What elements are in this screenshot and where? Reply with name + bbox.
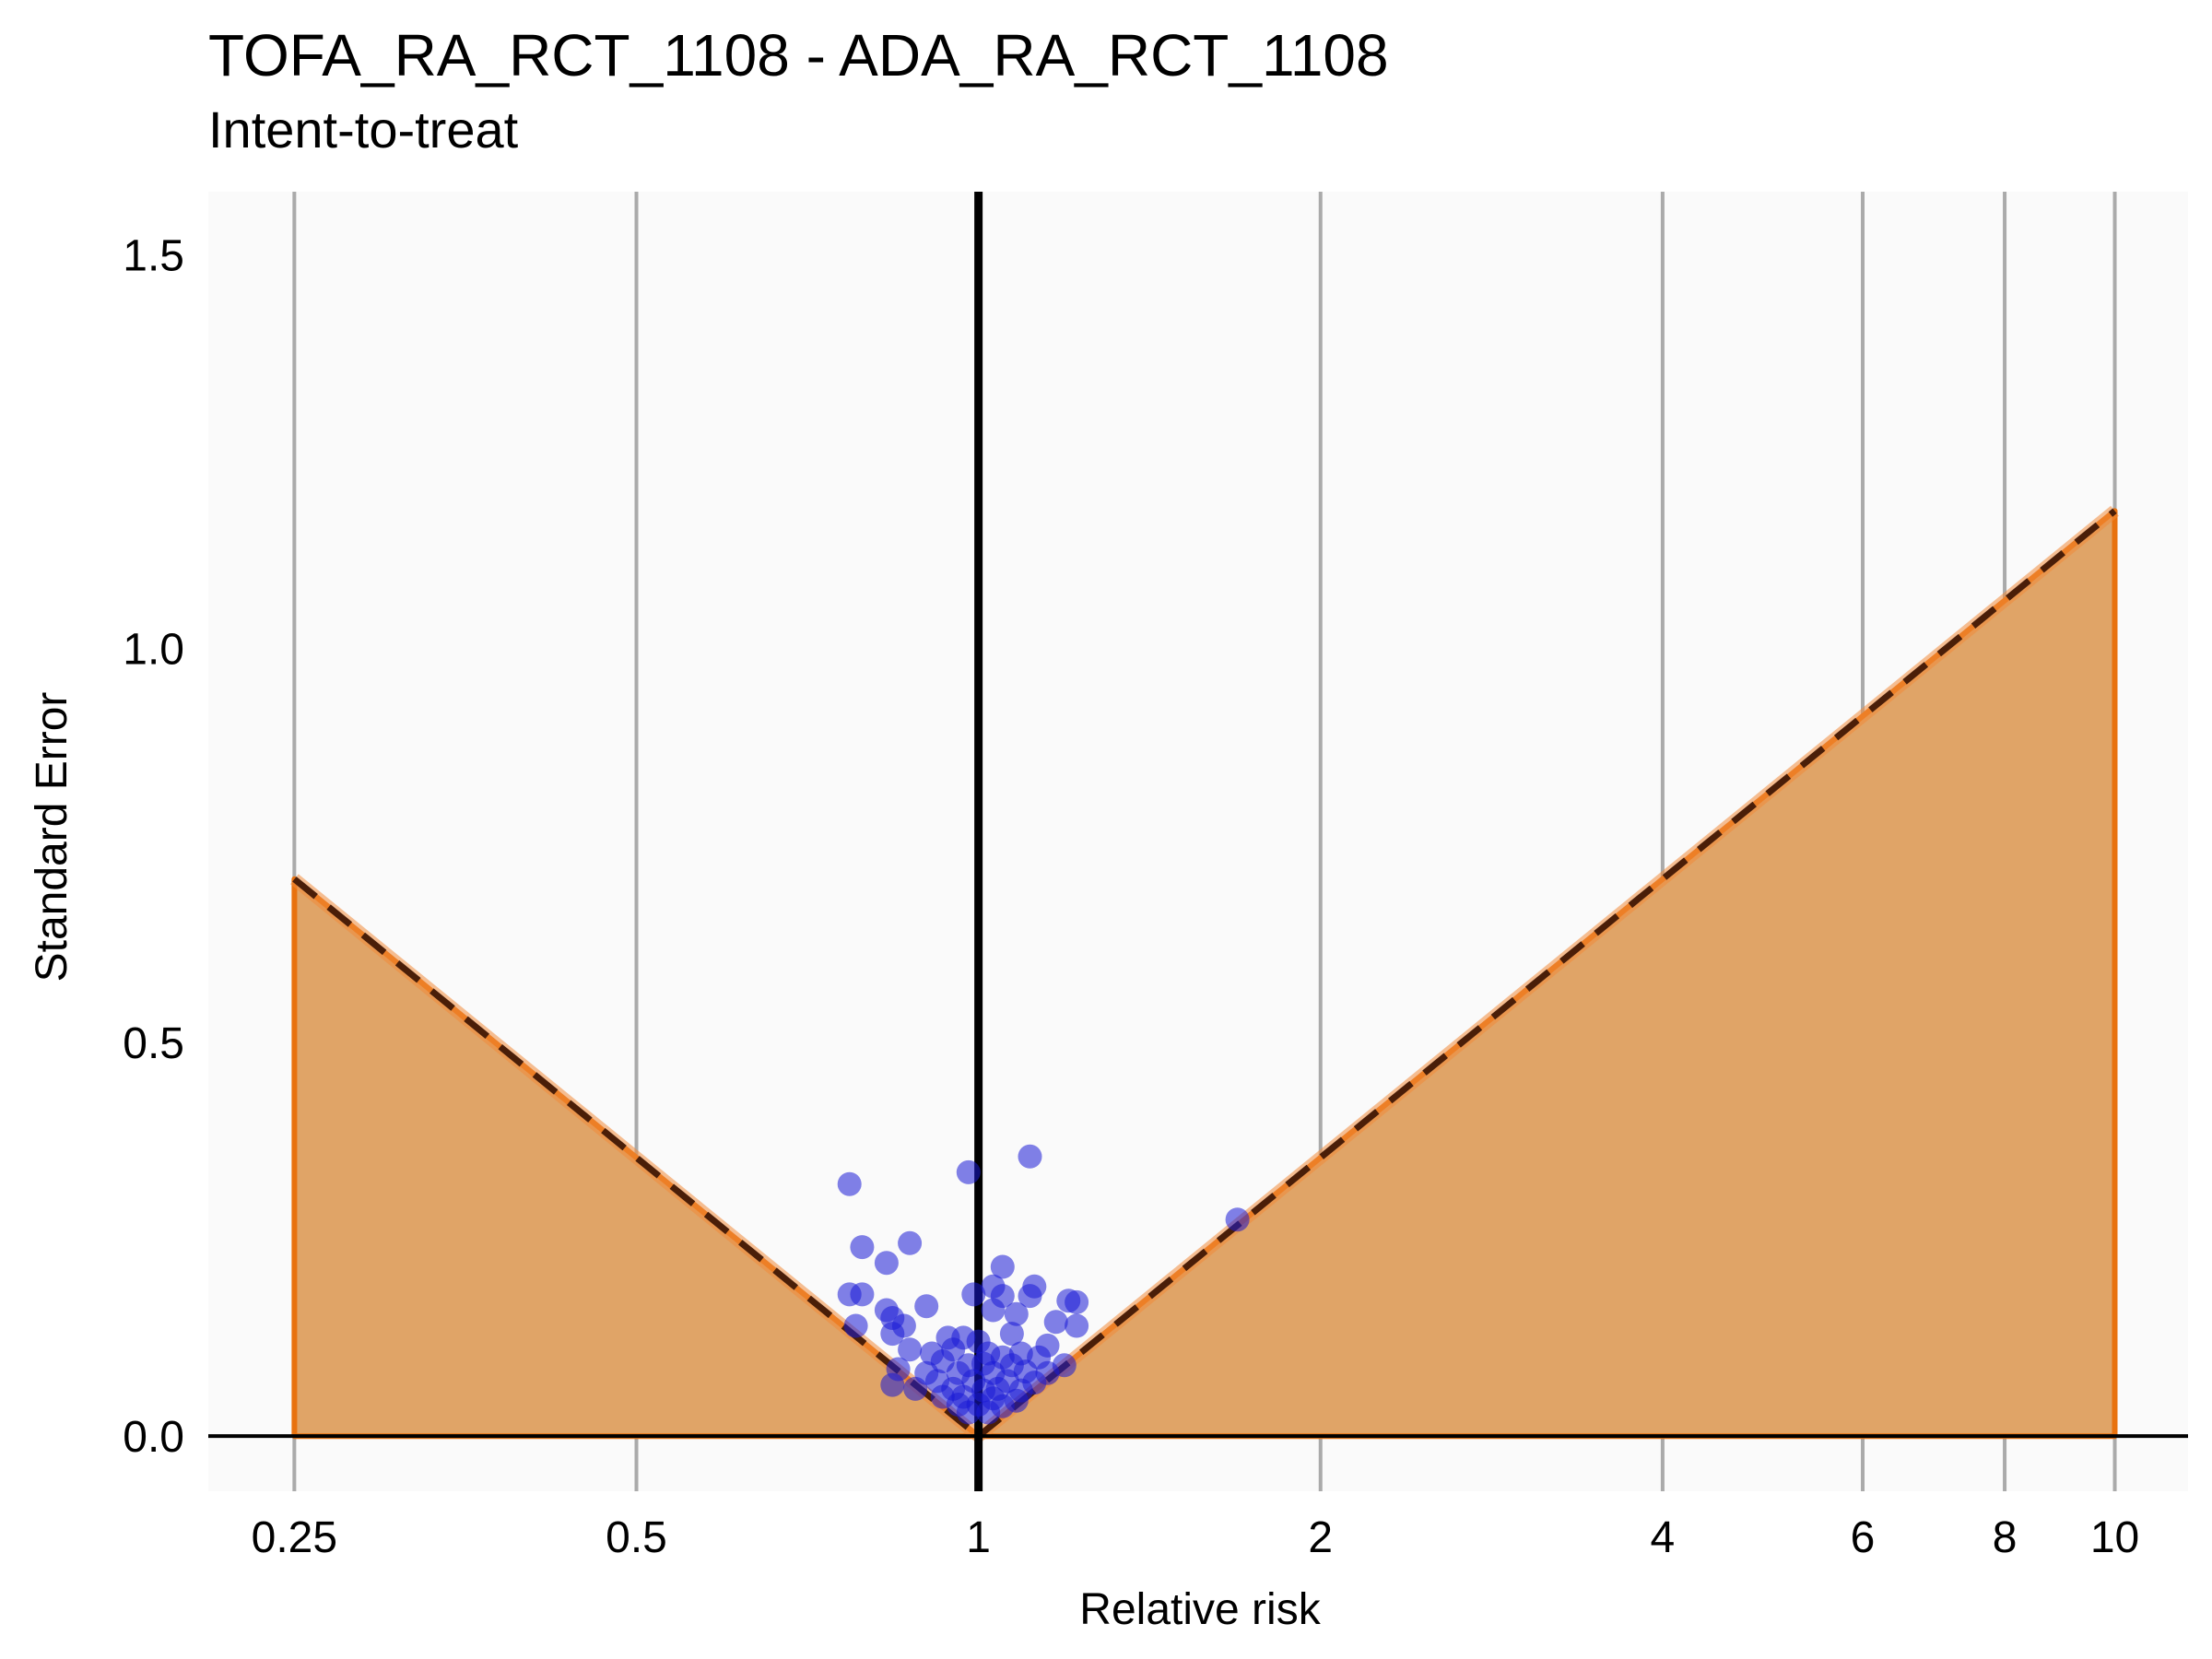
significance-boundary-left xyxy=(292,877,981,1439)
data-point xyxy=(898,1337,923,1362)
data-point xyxy=(956,1400,981,1425)
x-tick-label: 0.25 xyxy=(252,1513,337,1562)
data-point xyxy=(880,1322,905,1347)
x-tick-label: 1 xyxy=(966,1513,991,1562)
data-point xyxy=(990,1254,1015,1279)
data-point xyxy=(850,1235,875,1260)
y-tick-label: 0.5 xyxy=(123,1019,184,1068)
y-tick-label: 1.5 xyxy=(123,231,184,280)
data-point xyxy=(874,1251,899,1276)
data-point xyxy=(999,1322,1024,1347)
x-tick-label: 8 xyxy=(1993,1513,2018,1562)
data-point xyxy=(961,1282,986,1307)
data-point xyxy=(976,1400,1001,1425)
data-point xyxy=(837,1171,862,1196)
data-point xyxy=(1004,1301,1029,1326)
x-axis-ticks: 0.25 0.5 1 2 4 6 8 10 xyxy=(252,1513,2140,1562)
y-tick-label: 0.0 xyxy=(123,1413,184,1462)
data-point xyxy=(956,1159,981,1184)
chart-subtitle: Intent-to-treat xyxy=(208,100,519,159)
y-tick-label: 1.0 xyxy=(123,626,184,675)
data-point xyxy=(850,1282,875,1307)
data-point xyxy=(898,1230,923,1255)
data-point xyxy=(1225,1207,1250,1232)
data-point xyxy=(843,1313,868,1338)
x-tick-label: 10 xyxy=(2090,1513,2139,1562)
chart-title: TOFA_RA_RCT_1108 - ADA_RA_RCT_1108 xyxy=(208,22,1389,88)
data-point xyxy=(1018,1284,1042,1309)
data-point xyxy=(1018,1144,1042,1169)
y-axis-label: Standard Error xyxy=(28,692,76,982)
data-point xyxy=(914,1294,939,1319)
data-point xyxy=(1065,1289,1089,1314)
data-point xyxy=(903,1376,928,1401)
significance-boundary-right xyxy=(976,508,2117,1439)
data-point xyxy=(880,1372,905,1397)
data-point xyxy=(981,1298,1006,1323)
x-tick-label: 4 xyxy=(1651,1513,1676,1562)
y-axis-ticks: 0.0 0.5 1.0 1.5 xyxy=(123,231,184,1462)
data-points xyxy=(837,1144,1250,1425)
data-point xyxy=(1043,1310,1068,1335)
x-tick-label: 0.5 xyxy=(606,1513,667,1562)
x-tick-label: 2 xyxy=(1308,1513,1333,1562)
data-point xyxy=(1065,1313,1089,1338)
x-tick-label: 6 xyxy=(1851,1513,1876,1562)
x-axis-label: Relative risk xyxy=(1079,1585,1321,1634)
